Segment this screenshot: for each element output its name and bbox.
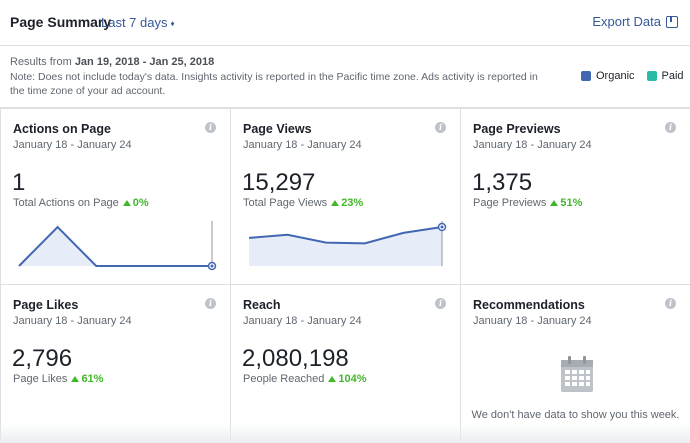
- metric-subtitle: Total Page Views 23%: [243, 197, 363, 209]
- organic-swatch: [581, 71, 591, 81]
- info-icon[interactable]: i: [205, 122, 216, 133]
- metric-value: 15,297: [242, 169, 316, 196]
- card-page-previews[interactable]: Page Previews January 18 - January 24 i …: [460, 108, 690, 285]
- legend-item-organic: Organic: [581, 70, 635, 82]
- info-icon[interactable]: i: [205, 298, 216, 309]
- sparkline-line: [18, 225, 212, 267]
- card-dates: January 18 - January 24: [13, 139, 132, 151]
- timezone-note: Note: Does not include today's data. Ins…: [10, 71, 538, 97]
- page-title: Page Summary: [10, 14, 112, 30]
- sparkline-area: [249, 227, 442, 266]
- card-title: Page Likes: [13, 298, 79, 312]
- paid-swatch: [646, 71, 657, 81]
- metric-subtitle: Total Actions on Page 0%: [13, 197, 149, 209]
- card-dates: January 18 - January 24: [243, 139, 362, 151]
- bottom-fade: [0, 423, 690, 443]
- info-icon[interactable]: i: [435, 298, 446, 309]
- legend: Organic Paid: [581, 70, 684, 82]
- sparkline-point-center: [440, 225, 444, 229]
- sparkline-point-center: [210, 264, 214, 268]
- metric-label: Total Page Views: [243, 197, 328, 209]
- delta-value: 51%: [560, 197, 583, 209]
- info-icon[interactable]: i: [665, 122, 676, 133]
- card-title: Actions on Page: [13, 122, 111, 136]
- metric-delta: 51%: [550, 197, 582, 209]
- actions-sparkline: [18, 221, 217, 271]
- card-title: Recommendations: [473, 298, 585, 312]
- card-actions-on-page[interactable]: Actions on Page January 18 - January 24 …: [0, 108, 231, 285]
- metric-delta: 0%: [122, 197, 149, 209]
- card-title: Reach: [243, 298, 281, 312]
- up-arrow-icon: [550, 200, 559, 206]
- info-icon[interactable]: i: [435, 122, 446, 133]
- card-title: Page Previews: [473, 122, 561, 136]
- metric-delta: 104%: [328, 373, 366, 385]
- delta-value: 0%: [132, 197, 149, 209]
- export-data-label: Export Data: [592, 14, 661, 29]
- metric-label: Page Likes: [13, 373, 68, 385]
- up-arrow-icon: [71, 376, 80, 382]
- info-icon[interactable]: i: [665, 298, 676, 309]
- metric-value: 2,080,198: [242, 345, 349, 372]
- metric-label: People Reached: [243, 373, 325, 385]
- metric-value: 1,375: [472, 169, 533, 196]
- date-range-label: Last 7 days: [101, 15, 168, 30]
- legend-label-paid: Paid: [661, 70, 684, 82]
- delta-value: 61%: [81, 373, 104, 385]
- metric-label: Total Actions on Page: [13, 197, 119, 209]
- metric-label: Page Previews: [473, 197, 547, 209]
- up-arrow-icon: [328, 376, 337, 382]
- card-dates: January 18 - January 24: [13, 315, 132, 327]
- sort-caret-icon: ♦: [170, 19, 175, 28]
- info-bar: Results from Jan 19, 2018 - Jan 25, 2018…: [0, 46, 690, 108]
- calendar-icon: [561, 356, 593, 392]
- metric-delta: 23%: [331, 197, 363, 209]
- date-range-selector[interactable]: Last 7 days ♦: [101, 15, 175, 30]
- metric-delta: 61%: [71, 373, 103, 385]
- export-data-button[interactable]: Export Data: [592, 14, 678, 29]
- metric-subtitle: People Reached 104%: [243, 373, 366, 385]
- metric-value: 2,796: [12, 345, 73, 372]
- delta-value: 23%: [341, 197, 364, 209]
- card-recommendations[interactable]: Recommendations January 18 - January 24 …: [460, 284, 690, 443]
- no-data-message: We don't have data to show you this week…: [471, 409, 680, 421]
- metric-value: 1: [12, 169, 26, 196]
- views-sparkline: [248, 221, 447, 266]
- card-title: Page Views: [243, 122, 312, 136]
- up-arrow-icon: [122, 200, 131, 206]
- card-dates: January 18 - January 24: [473, 139, 592, 151]
- page-summary-header: Page Summary Last 7 days ♦ Export Data: [0, 0, 690, 46]
- card-dates: January 18 - January 24: [243, 315, 362, 327]
- results-prefix: Results from: [10, 56, 72, 68]
- sparkline-line: [248, 226, 443, 245]
- sparkline-area: [19, 227, 212, 266]
- delta-value: 104%: [338, 373, 367, 385]
- card-dates: January 18 - January 24: [473, 315, 592, 327]
- metric-subtitle: Page Likes 61%: [13, 373, 103, 385]
- legend-label-organic: Organic: [596, 70, 635, 82]
- results-range: Results from Jan 19, 2018 - Jan 25, 2018: [10, 56, 214, 68]
- metric-subtitle: Page Previews 51%: [473, 197, 582, 209]
- export-icon: [666, 15, 678, 28]
- card-reach[interactable]: Reach January 18 - January 24 i 2,080,19…: [230, 284, 461, 443]
- card-page-likes[interactable]: Page Likes January 18 - January 24 i 2,7…: [0, 284, 231, 443]
- results-dates: Jan 19, 2018 - Jan 25, 2018: [74, 56, 215, 68]
- legend-item-paid: Paid: [646, 70, 684, 82]
- card-page-views[interactable]: Page Views January 18 - January 24 i 15,…: [230, 108, 461, 285]
- up-arrow-icon: [331, 200, 340, 206]
